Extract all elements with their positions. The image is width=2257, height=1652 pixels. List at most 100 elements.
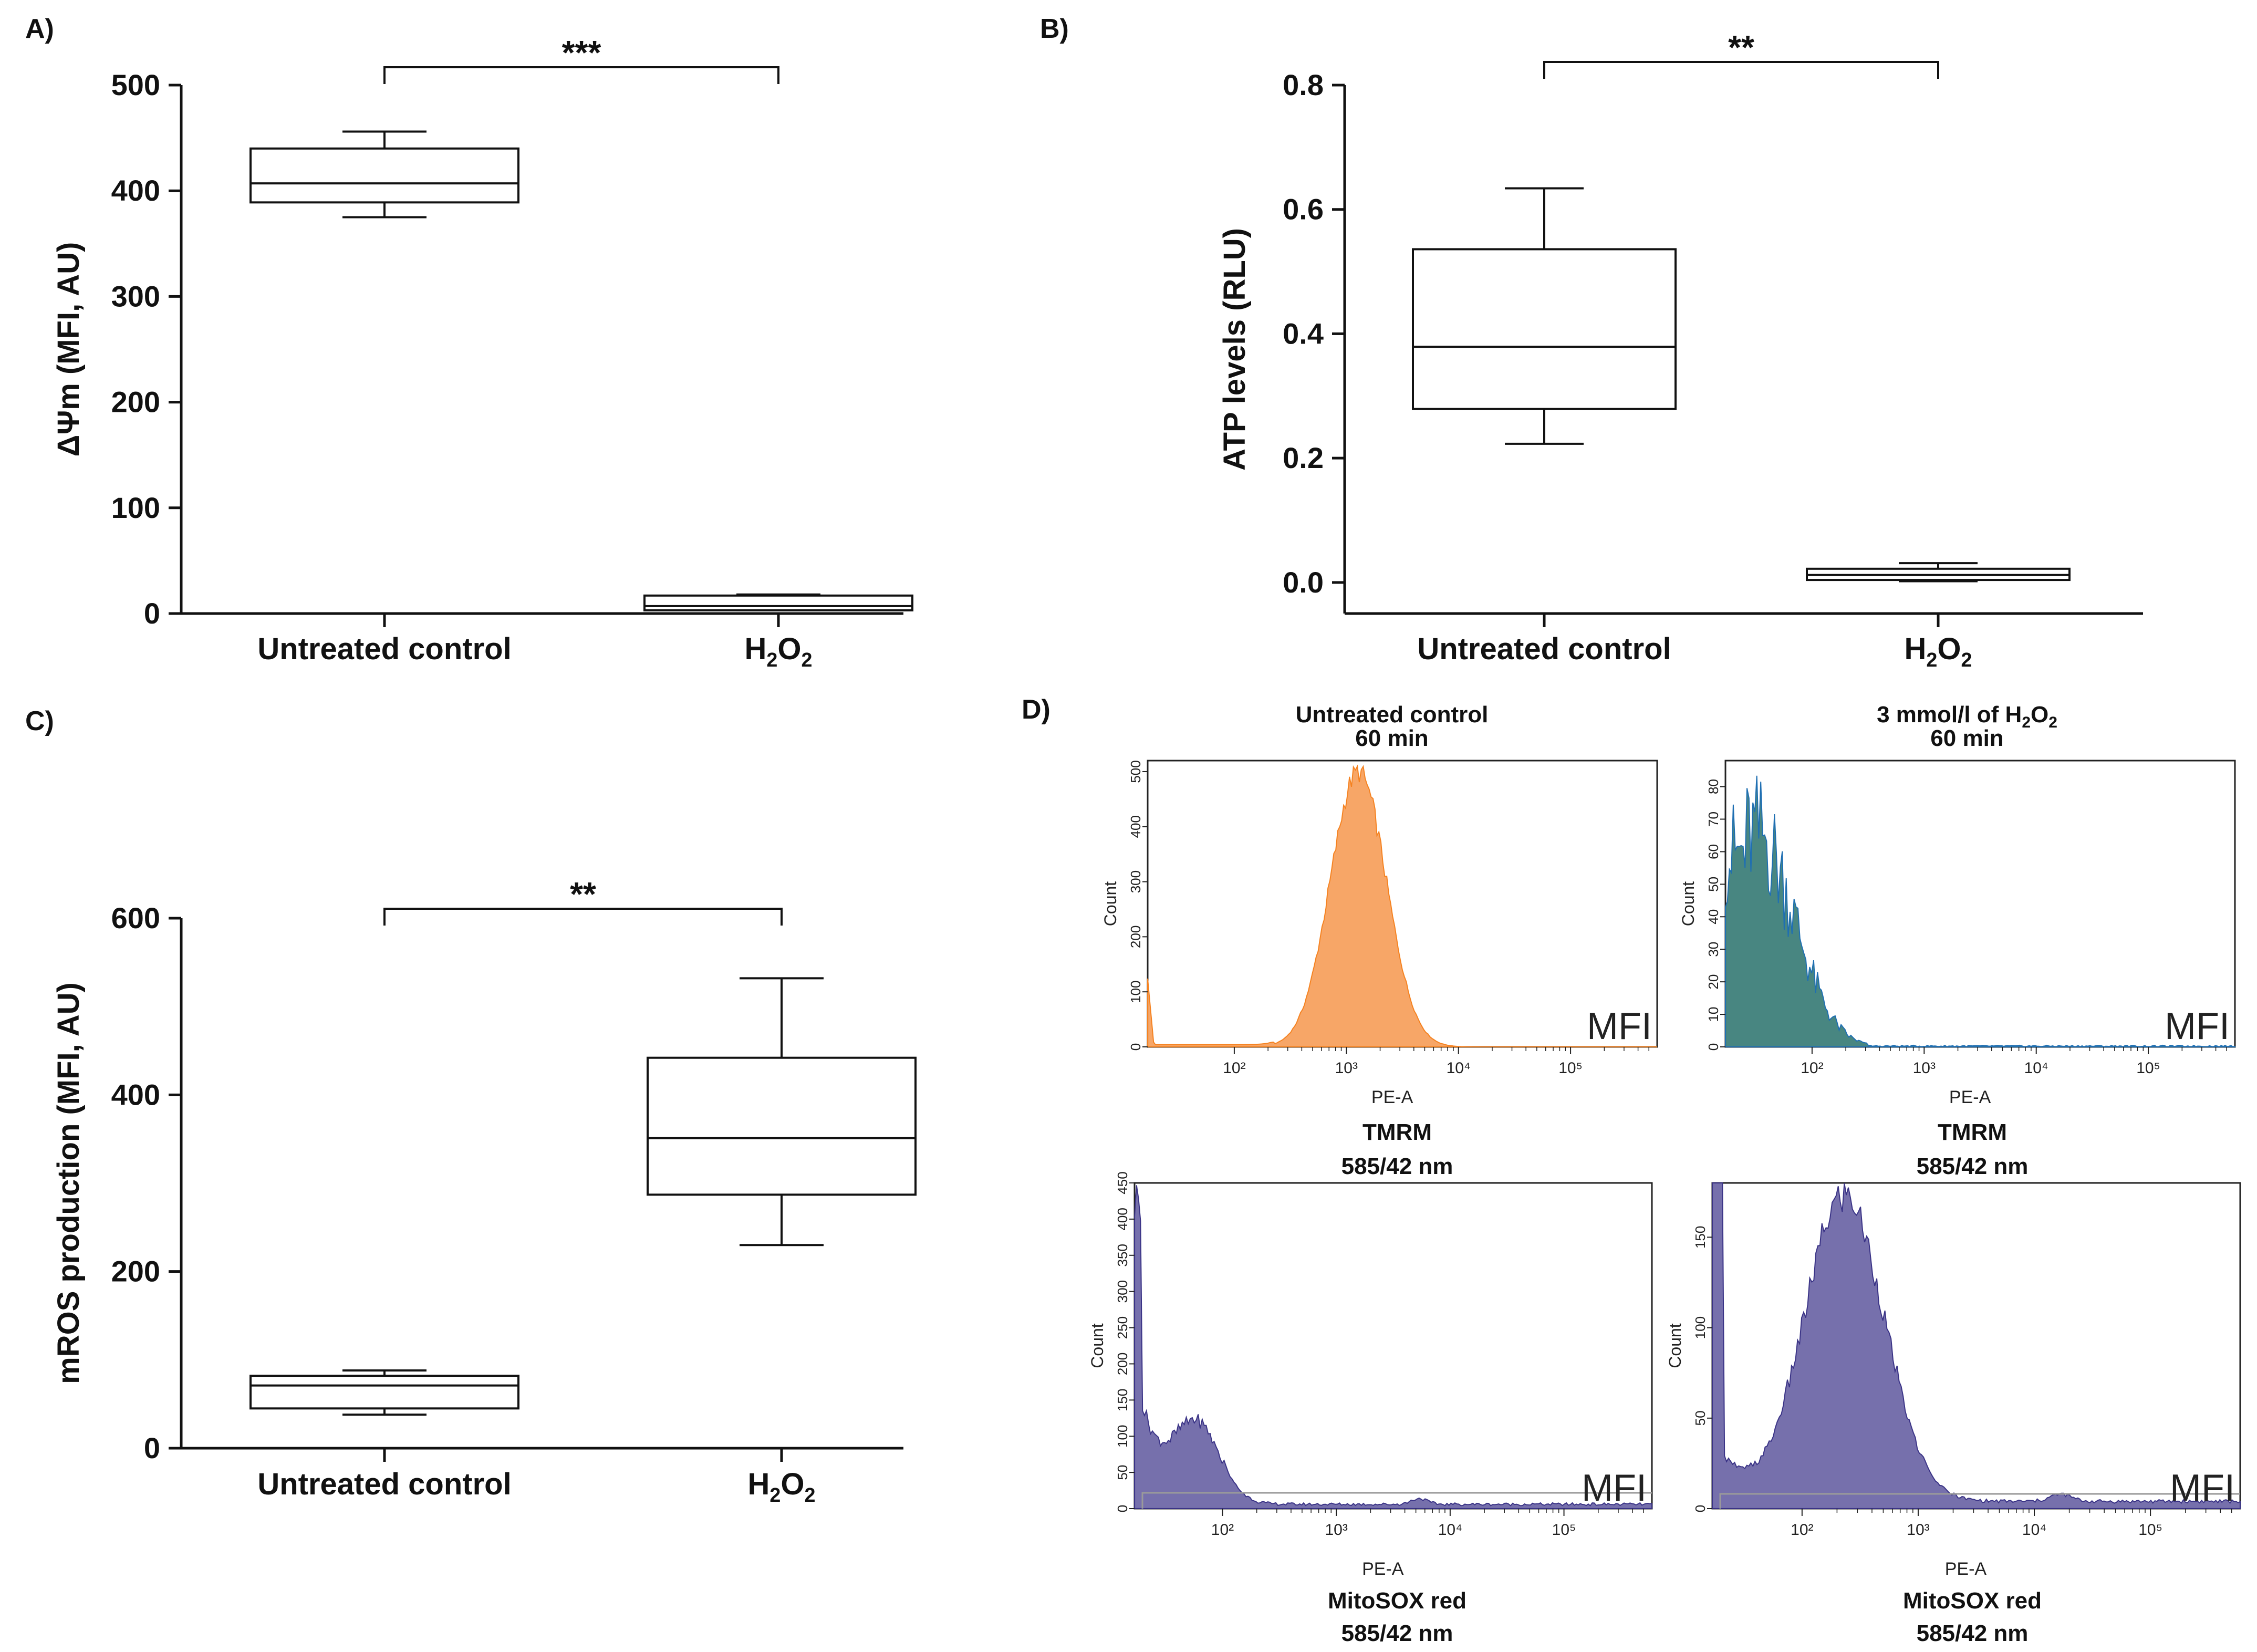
category-label-untreated: Untreated control — [257, 632, 511, 666]
mfi-gate-line — [1141, 1492, 1652, 1509]
y-tick-label: 250 — [1115, 1316, 1130, 1339]
iqr-box — [1412, 248, 1677, 410]
category-label-untreated: Untreated control — [1417, 632, 1671, 666]
y-tick-label: 0.8 — [1283, 68, 1324, 101]
filter-label-3: 585/42 nm — [1341, 1620, 1453, 1646]
histogram-area — [1725, 775, 2235, 1048]
iqr-box — [643, 594, 913, 611]
y-tick-label: 200 — [1115, 1353, 1130, 1375]
mfi-label: MFI — [2170, 1467, 2235, 1509]
plot-frame — [1133, 1182, 1653, 1510]
mfi-gate-line — [1719, 1493, 2240, 1509]
histogram-area — [1712, 1182, 2241, 1509]
x-tick-label: 10³ — [1335, 1059, 1358, 1077]
stain-label-3: MitoSOX red — [1328, 1588, 1466, 1614]
y-tick-label: 0 — [144, 597, 160, 630]
category-label-untreated: Untreated control — [257, 1467, 511, 1501]
y-tick-label: 0.2 — [1283, 441, 1324, 474]
y-axis-label: Count — [1088, 1323, 1107, 1368]
panel-b-boxplot: 0.0 0.2 0.4 0.6 0.8 ATP levels (RLU) Untreated… — [1218, 28, 2143, 671]
histogram-tmrm-untreated: 0 100 200 300 400 500 Count 10² 10³ 10⁴ 10⁵ PE-A MFI — [1101, 760, 1658, 1107]
y-tick-label: 100 — [1692, 1316, 1708, 1339]
category-char: 2 — [1961, 649, 1972, 671]
y-tick-label: 0 — [1705, 1043, 1721, 1051]
y-tick-label: 200 — [111, 386, 160, 419]
x-tick-label: 10² — [1223, 1059, 1245, 1077]
category-char: O — [1937, 632, 1961, 666]
y-axis-label: mROS production (MFI, AU) — [51, 982, 86, 1384]
y-tick-label: 400 — [111, 1078, 160, 1111]
filter-label-4: 585/42 nm — [1917, 1620, 2029, 1646]
y-tick-label: 200 — [111, 1255, 160, 1288]
y-tick-label: 0 — [1115, 1505, 1130, 1512]
category-char: H — [1905, 632, 1927, 666]
panel-d-col2-title-line1: 3 mmol/l of H2O2 — [1877, 702, 2057, 731]
y-tick-label: 0 — [1128, 1043, 1143, 1051]
histogram-mitosox-h2o2: 0 50 100 150 Count 10² 10³ 10⁴ 10⁵ PE-A MFI — [1666, 1182, 2241, 1579]
title-prefix: 3 mmol/l of H — [1877, 702, 2022, 728]
category-char: 2 — [802, 649, 813, 671]
y-tick-label: 50 — [1115, 1465, 1130, 1480]
y-tick-label: 100 — [1115, 1425, 1130, 1448]
y-tick-label: 600 — [111, 901, 160, 934]
y-axis-label: Count — [1679, 881, 1698, 927]
category-label-h2o2: H2O2 — [745, 632, 813, 671]
y-tick-label: 400 — [1115, 1208, 1130, 1230]
x-axis-label: PE-A — [1371, 1087, 1413, 1107]
significance-stars: ** — [1728, 28, 1754, 66]
mfi-label: MFI — [2165, 1005, 2230, 1047]
x-tick-label: 10⁴ — [1438, 1521, 1462, 1539]
y-tick-label: 40 — [1705, 909, 1721, 924]
panel-d-col1-title-line1: Untreated control — [1296, 702, 1489, 728]
y-tick-label: 30 — [1705, 942, 1721, 957]
y-tick-label: 400 — [111, 174, 160, 207]
y-tick-label: 0 — [144, 1431, 160, 1464]
significance-bracket — [383, 66, 779, 84]
panel-a-boxplot: 0 100 200 300 400 500 ΔΨm (MFI, AU) Untreated c… — [51, 34, 913, 671]
x-tick-label: 10² — [1801, 1059, 1823, 1077]
stain-label-2: TMRM — [1938, 1119, 2007, 1145]
x-tick-label: 10⁴ — [2022, 1521, 2046, 1539]
y-tick-label: 0 — [1692, 1505, 1708, 1512]
y-tick-label: 10 — [1705, 1007, 1721, 1022]
panel-a-letter: A) — [25, 14, 54, 44]
x-tick-label: 10⁵ — [2136, 1059, 2160, 1077]
x-tick-label: 10⁴ — [2024, 1059, 2048, 1077]
x-tick-label: 10⁴ — [1447, 1059, 1471, 1077]
category-char: H — [748, 1467, 770, 1501]
panel-c-boxplot: 0 200 400 600 mROS production (MFI, AU) Untre… — [51, 875, 917, 1506]
y-tick-label: 150 — [1115, 1389, 1130, 1411]
category-char: 2 — [766, 649, 777, 671]
y-tick-label: 50 — [1705, 877, 1721, 892]
category-char: 2 — [769, 1484, 781, 1506]
x-tick-label: 10³ — [1913, 1059, 1936, 1077]
significance-stars: ** — [570, 875, 596, 913]
x-tick-label: 10² — [1791, 1521, 1813, 1539]
y-tick-label: 400 — [1128, 815, 1143, 838]
y-axis-label: ΔΨm (MFI, AU) — [51, 242, 86, 457]
category-char: 2 — [805, 1484, 816, 1506]
x-tick-label: 10⁵ — [1552, 1521, 1576, 1539]
x-tick-label: 10² — [1211, 1521, 1234, 1539]
x-tick-label: 10³ — [1907, 1521, 1929, 1539]
histogram-area — [1147, 764, 1657, 1047]
y-tick-label: 450 — [1115, 1171, 1130, 1194]
significance-bracket — [383, 908, 783, 926]
category-label-h2o2: H2O2 — [1905, 632, 1972, 671]
y-tick-label: 50 — [1692, 1410, 1708, 1426]
y-tick-label: 80 — [1705, 779, 1721, 794]
title-sub-2: 2 — [2048, 714, 2057, 731]
x-axis-label: PE-A — [1945, 1559, 1987, 1579]
x-axis-label: PE-A — [1949, 1087, 1991, 1107]
y-tick-label: 60 — [1705, 844, 1721, 859]
category-char: O — [781, 1467, 804, 1501]
significance-bracket — [1543, 61, 1939, 79]
y-tick-label: 300 — [1115, 1280, 1130, 1303]
y-tick-label: 350 — [1115, 1244, 1130, 1266]
y-axis-label: ATP levels (RLU) — [1218, 228, 1252, 471]
category-label-h2o2: H2O2 — [748, 1467, 816, 1506]
panel-d-col1-title-line2: 60 min — [1355, 725, 1428, 751]
y-tick-label: 500 — [1128, 760, 1143, 783]
title-mid: O — [2031, 702, 2048, 728]
